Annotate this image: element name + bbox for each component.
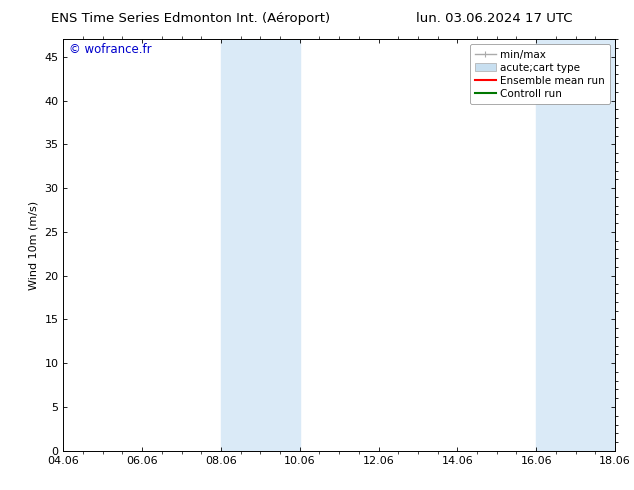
Bar <box>536 39 615 451</box>
Text: © wofrance.fr: © wofrance.fr <box>69 43 152 56</box>
Bar <box>221 39 300 451</box>
Y-axis label: Wind 10m (m/s): Wind 10m (m/s) <box>29 200 39 290</box>
Text: ENS Time Series Edmonton Int. (Aéroport): ENS Time Series Edmonton Int. (Aéroport) <box>51 12 330 25</box>
Text: lun. 03.06.2024 17 UTC: lun. 03.06.2024 17 UTC <box>417 12 573 25</box>
Legend: min/max, acute;cart type, Ensemble mean run, Controll run: min/max, acute;cart type, Ensemble mean … <box>470 45 610 104</box>
